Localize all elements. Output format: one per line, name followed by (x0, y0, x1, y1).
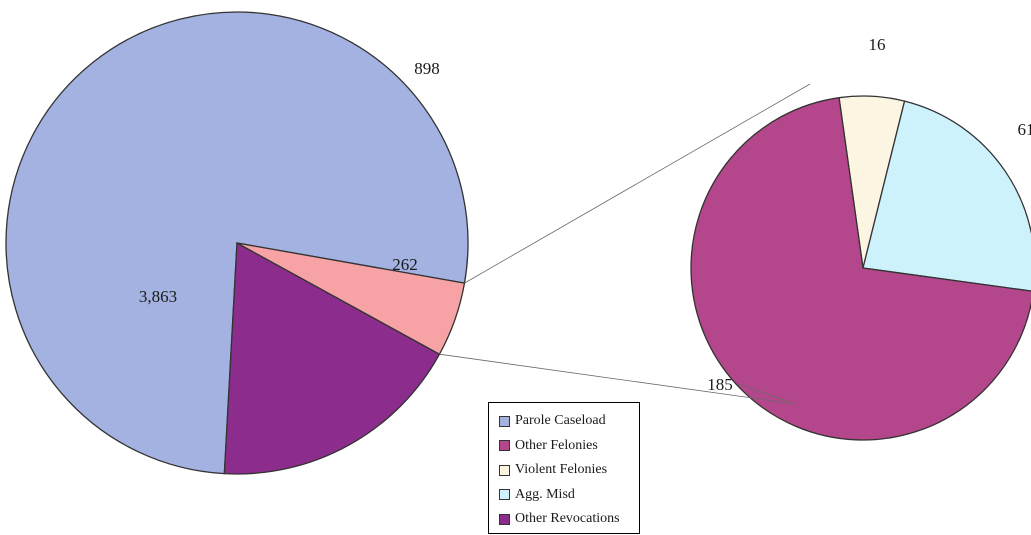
legend-label: Other Felonies (515, 437, 598, 453)
legend-item: Agg. Misd (499, 483, 639, 508)
legend-item: Other Felonies (499, 434, 639, 459)
legend-label: Agg. Misd (515, 486, 575, 502)
legend-swatch (499, 415, 510, 427)
legend-label: Other Revocations (515, 511, 620, 527)
data-label: 16 (869, 35, 886, 54)
legend-item: Violent Felonies (499, 458, 639, 483)
connector-line (464, 83, 811, 284)
legend: Parole Caseload Other Felonies Violent F… (488, 402, 640, 534)
data-label: 898 (414, 59, 440, 78)
pie-slice (862, 100, 1031, 292)
data-label: 3,863 (139, 287, 177, 306)
connector-lines (439, 83, 811, 405)
data-labels: 3,863 898 262 16 61 185 (139, 35, 1031, 394)
data-label: 262 (392, 255, 418, 274)
pie-slice (690, 96, 1031, 441)
legend-swatch (499, 440, 510, 452)
legend-label: Parole Caseload (515, 413, 606, 429)
legend-swatch (499, 489, 510, 501)
legend-item: Other Revocations (499, 507, 639, 532)
secondary-pie (690, 95, 1031, 441)
legend-swatch (499, 464, 510, 476)
main-pie (5, 11, 469, 475)
legend-swatch (499, 513, 510, 525)
leader-line (737, 383, 791, 403)
connector-line (439, 353, 796, 405)
data-label: 185 (707, 375, 733, 394)
legend-label: Violent Felonies (515, 462, 608, 478)
pie-slice (223, 241, 441, 475)
legend-item: Parole Caseload (499, 409, 639, 434)
data-label: 61 (1018, 120, 1031, 139)
